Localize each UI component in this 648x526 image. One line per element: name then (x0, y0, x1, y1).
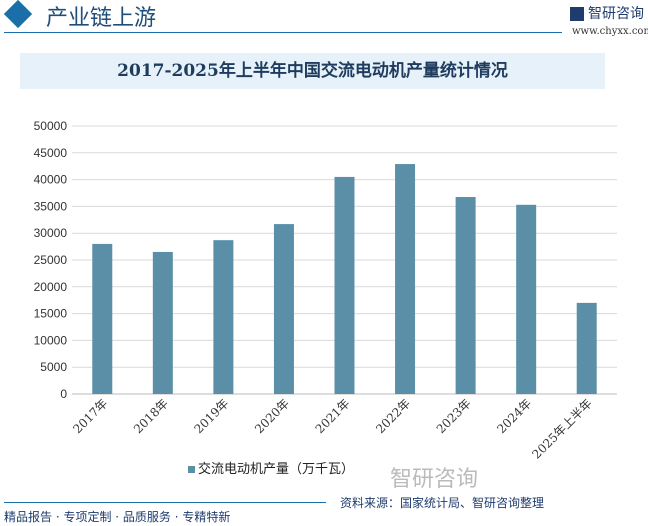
bar (213, 240, 234, 394)
footer-divider (4, 502, 326, 503)
legend: 交流电动机产量（万千瓦） (188, 458, 354, 477)
y-tick-label: 40000 (34, 173, 68, 187)
x-tick-label: 2022年 (373, 396, 413, 436)
x-tick-label: 2021年 (313, 396, 353, 436)
y-tick-label: 45000 (34, 146, 68, 160)
x-tick-label: 2020年 (252, 396, 292, 436)
y-tick-label: 10000 (34, 333, 68, 347)
y-tick-label: 25000 (34, 253, 68, 267)
section-title: 产业链上游 (46, 6, 157, 31)
header-divider (4, 32, 562, 33)
legend-swatch (188, 466, 195, 473)
chart-title: 2017-2025年上半年中国交流电动机产量统计情况 (20, 53, 605, 89)
x-tick-label: 2019年 (192, 396, 232, 436)
bar (576, 302, 597, 394)
bar (152, 251, 173, 394)
bar (516, 204, 537, 394)
y-tick-label: 50000 (34, 119, 68, 133)
bar (273, 224, 294, 394)
bar (92, 243, 113, 394)
source-note: 资料来源：国家统计局、智研咨询整理 (340, 496, 545, 510)
x-tick-label: 2017年 (70, 396, 110, 436)
footer-slogan: 精品报告 · 专项定制 · 品质服务 · 专精特新 (4, 510, 231, 524)
x-tick-label: 2023年 (434, 396, 474, 436)
brand-logo: 智研咨询 (570, 3, 644, 23)
legend-label: 交流电动机产量（万千瓦） (198, 462, 355, 477)
y-tick-label: 35000 (34, 199, 68, 213)
bar (334, 176, 355, 394)
y-tick-label: 30000 (34, 226, 68, 240)
y-tick-label: 0 (60, 387, 67, 401)
x-tick-label: 2024年 (494, 396, 534, 436)
brand-url: www.chyxx.com (572, 26, 648, 37)
y-tick-label: 20000 (34, 280, 68, 294)
bar (395, 164, 416, 394)
y-tick-label: 5000 (40, 360, 67, 374)
x-tick-label: 2018年 (131, 396, 171, 436)
brand-name: 智研咨询 (588, 6, 644, 22)
brand-icon (570, 7, 584, 21)
watermark-logo: 智研咨询 (390, 467, 479, 492)
x-tick-label: 2025年上半年 (529, 396, 594, 461)
y-tick-label: 15000 (34, 307, 68, 321)
bar (455, 197, 476, 394)
